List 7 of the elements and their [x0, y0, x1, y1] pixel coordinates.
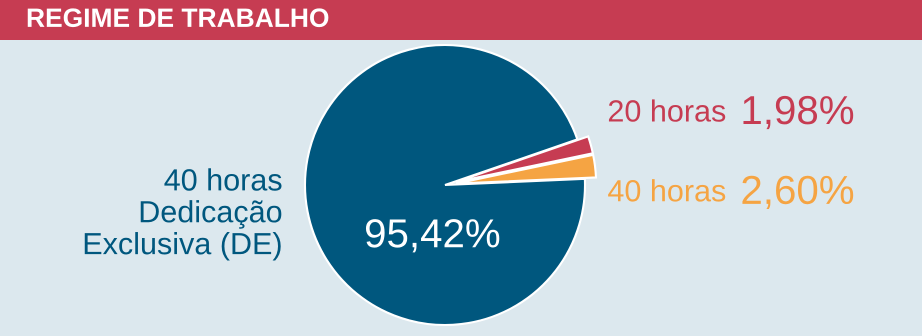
chart-title: REGIME DE TRABALHO	[28, 8, 328, 28]
data-label: 2,60%	[742, 176, 854, 209]
slice-label: 20 horas	[608, 99, 726, 122]
data-label: 95,42%	[366, 219, 500, 252]
slice-label: 40 horas Dedicação Exclusiva (DE)	[84, 168, 282, 260]
slice-label: 40 horas	[608, 179, 726, 202]
data-label: 1,98%	[743, 96, 854, 130]
